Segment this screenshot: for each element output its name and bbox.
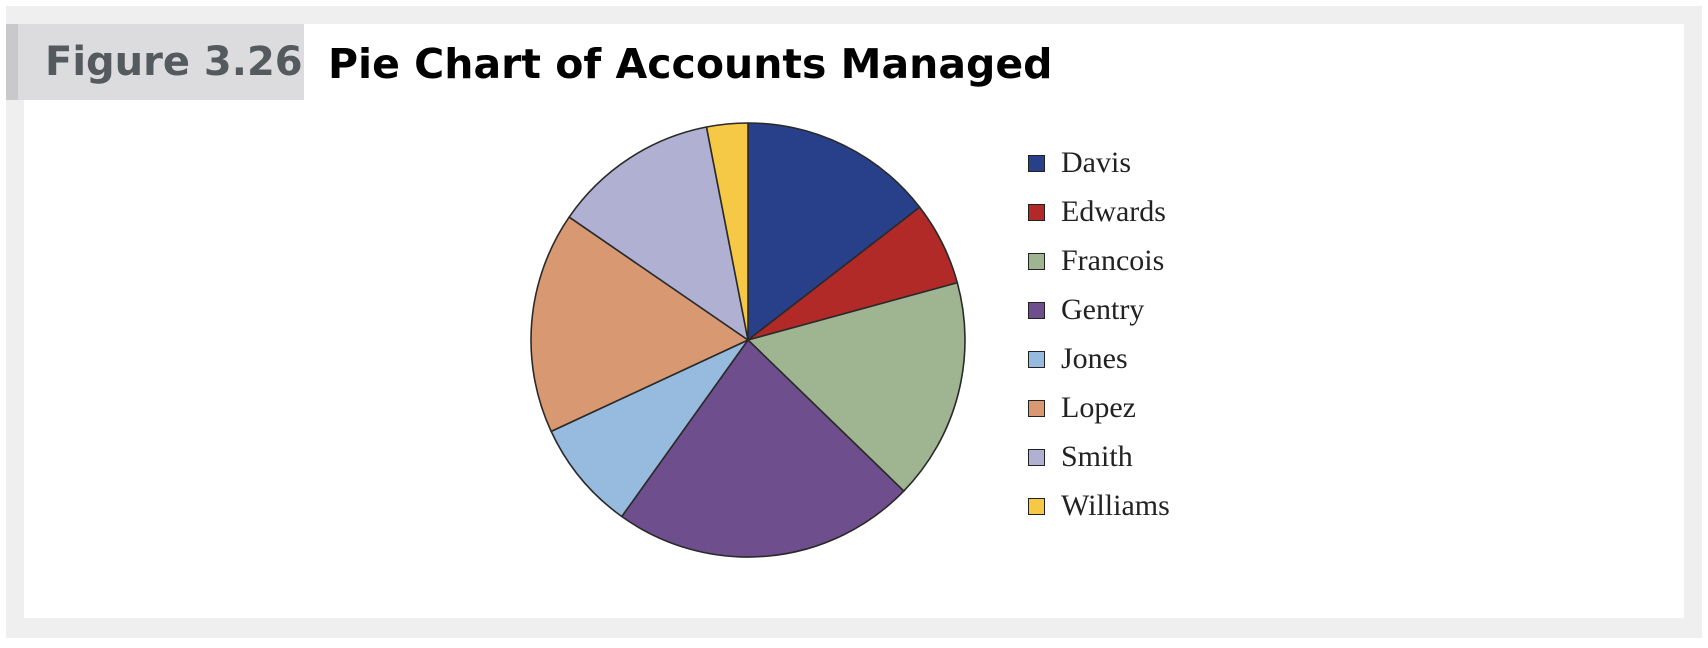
figure-title: Pie Chart of Accounts Managed <box>328 40 1053 88</box>
legend-swatch <box>1028 351 1045 368</box>
legend-label: Francois <box>1061 244 1165 277</box>
legend-label: Edwards <box>1061 195 1166 228</box>
pie-slice-davis <box>747 122 921 341</box>
pie-slice-smith <box>568 126 749 341</box>
pie-slice-francois <box>747 281 966 492</box>
legend-item-davis: Davis <box>1028 143 1268 183</box>
legend-label: Smith <box>1061 440 1133 473</box>
pie-slice-jones <box>550 339 749 518</box>
figure-number: Figure 3.26 <box>45 39 303 85</box>
pie-slice-gentry <box>620 339 905 558</box>
legend-label: Jones <box>1061 342 1128 375</box>
legend-swatch <box>1028 253 1045 270</box>
legend-item-lopez: Lopez <box>1028 388 1268 428</box>
legend-item-williams: Williams <box>1028 486 1268 526</box>
pie-chart <box>530 122 966 558</box>
legend-item-smith: Smith <box>1028 437 1268 477</box>
legend-item-edwards: Edwards <box>1028 192 1268 232</box>
legend-swatch <box>1028 302 1045 319</box>
legend-label: Davis <box>1061 146 1131 179</box>
legend-swatch <box>1028 204 1045 221</box>
legend-label: Williams <box>1061 489 1170 522</box>
legend-item-gentry: Gentry <box>1028 290 1268 330</box>
legend-swatch <box>1028 400 1045 417</box>
legend-item-francois: Francois <box>1028 241 1268 281</box>
pie-slice-williams <box>705 122 749 341</box>
legend-label: Gentry <box>1061 293 1145 326</box>
legend-swatch <box>1028 155 1045 172</box>
legend-swatch <box>1028 449 1045 466</box>
pie-slice-lopez <box>530 216 749 433</box>
figure-label-box <box>6 24 304 100</box>
legend-label: Lopez <box>1061 391 1136 424</box>
legend-swatch <box>1028 498 1045 515</box>
legend-item-jones: Jones <box>1028 339 1268 379</box>
